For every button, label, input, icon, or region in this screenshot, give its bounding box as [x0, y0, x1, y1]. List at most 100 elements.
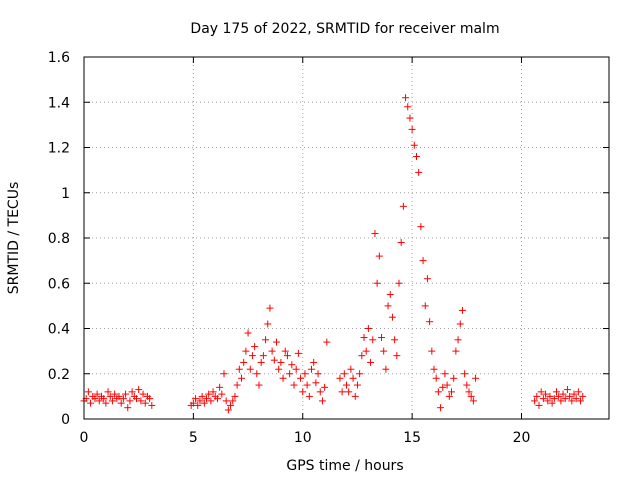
data-point — [235, 365, 243, 373]
data-point — [419, 257, 427, 265]
data-point — [458, 306, 466, 314]
data-point — [124, 404, 132, 412]
data-point — [244, 329, 252, 337]
data-point — [548, 399, 556, 407]
data-point — [535, 401, 543, 409]
data-point — [393, 352, 401, 360]
data-point — [452, 347, 460, 355]
data-point — [574, 388, 582, 396]
data-point — [395, 279, 403, 287]
data-point — [456, 320, 464, 328]
data-point — [388, 313, 396, 321]
data-point — [472, 374, 480, 382]
data-point — [253, 370, 261, 378]
data-point — [122, 390, 130, 398]
y-tick-label: 1.2 — [48, 141, 70, 157]
data-point — [146, 395, 154, 403]
data-point — [126, 397, 134, 405]
data-point — [286, 370, 294, 378]
data-point — [364, 325, 372, 332]
data-point — [338, 388, 346, 396]
data-point — [577, 397, 585, 405]
data-point — [84, 388, 92, 396]
data-point — [559, 390, 567, 398]
data-point — [231, 392, 239, 400]
data-point — [432, 374, 440, 382]
data-point — [308, 365, 315, 373]
chart-title: Day 175 of 2022, SRMTID for receiver mal… — [190, 21, 499, 37]
data-point — [95, 397, 103, 405]
data-point — [207, 397, 215, 405]
data-point — [292, 365, 300, 373]
data-point — [373, 279, 381, 287]
data-point — [402, 94, 410, 102]
data-point — [220, 370, 228, 378]
data-point — [318, 397, 326, 405]
data-point — [281, 347, 289, 355]
data-point — [205, 390, 213, 398]
data-point — [189, 399, 197, 407]
y-tick-label: 0.2 — [48, 367, 70, 383]
data-point — [426, 318, 434, 326]
data-point — [255, 381, 263, 389]
data-point — [347, 365, 355, 373]
data-point — [410, 141, 418, 149]
y-tick-label: 1 — [61, 186, 70, 202]
data-point — [467, 392, 475, 400]
x-tick-label: 10 — [294, 430, 312, 446]
data-point — [264, 320, 272, 328]
data-point — [104, 388, 112, 396]
data-point — [111, 390, 119, 398]
data-point — [406, 114, 414, 122]
data-point — [437, 404, 445, 412]
data-point — [391, 336, 399, 344]
data-point — [128, 388, 136, 396]
data-point — [100, 395, 108, 403]
data-point — [367, 358, 375, 366]
data-point — [294, 349, 302, 357]
data-point — [356, 370, 364, 378]
data-point — [227, 401, 235, 409]
data-point — [301, 370, 309, 378]
data-point — [351, 392, 359, 400]
data-point — [216, 383, 224, 391]
data-point — [297, 374, 305, 382]
data-point — [224, 406, 232, 414]
data-point — [246, 365, 254, 373]
data-point — [343, 381, 350, 389]
data-point — [222, 397, 230, 405]
gridlines — [84, 57, 609, 419]
data-point — [312, 379, 320, 387]
data-point — [421, 302, 429, 310]
data-point — [375, 252, 383, 260]
data-point — [200, 399, 208, 407]
data-point — [550, 395, 558, 403]
data-point — [321, 383, 329, 391]
data-point — [139, 390, 147, 398]
x-axis-label: GPS time / hours — [286, 458, 403, 474]
data-point — [233, 381, 241, 389]
data-point — [579, 392, 587, 400]
data-point — [533, 392, 541, 400]
data-point — [303, 381, 311, 389]
data-point — [461, 370, 469, 378]
data-point — [259, 352, 267, 360]
data-point — [443, 381, 451, 389]
data-point — [106, 392, 114, 400]
data-point — [557, 397, 565, 405]
data-point — [198, 392, 206, 400]
data-point — [192, 395, 200, 403]
data-point — [279, 374, 287, 382]
data-point — [553, 388, 560, 396]
data-point — [566, 392, 574, 400]
data-point — [314, 370, 322, 378]
data-point — [133, 395, 140, 403]
data-point — [448, 388, 455, 396]
data-point — [115, 392, 123, 400]
data-point — [568, 397, 576, 405]
y-tick-label: 0.6 — [48, 276, 70, 292]
data-point — [434, 388, 442, 396]
data-point — [428, 347, 436, 355]
data-point — [380, 347, 388, 355]
